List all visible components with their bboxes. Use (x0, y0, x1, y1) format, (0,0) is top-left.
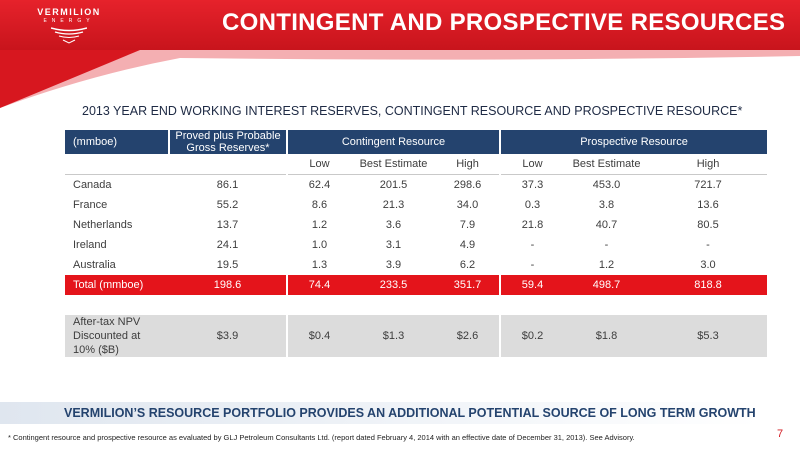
total-cell: 818.8 (649, 275, 768, 295)
table-cell: 13.6 (697, 199, 719, 211)
table-cell: 55.2 (216, 199, 239, 211)
table-cell: 3.6 (385, 219, 402, 231)
npv-cell: $5.3 (649, 315, 768, 357)
header-unit: (mmboe) (65, 130, 169, 154)
header-reserves: Proved plus Probable Gross Reserves* (168, 130, 287, 154)
table-header-row: (mmboe) Proved plus Probable Gross Reser… (65, 130, 768, 154)
table-row: Ireland 24.1 1.0 3.1 4.9 - - - (65, 235, 767, 255)
table-cell: 3.9 (385, 259, 402, 271)
total-cell: 351.7 (436, 275, 501, 295)
table-cell: 24.1 (216, 239, 239, 251)
table-cell: 3.0 (700, 259, 716, 271)
npv-label-line1: After-tax NPV (73, 316, 141, 328)
npv-row: After-tax NPV Discounted at 10% ($B) $3.… (65, 315, 768, 357)
npv-cell: $0.2 (499, 315, 565, 357)
logo-wordmark: VERMILION (37, 7, 101, 17)
logo-mark-icon (51, 27, 87, 44)
header-reserves-line2: Gross Reserves* (186, 142, 270, 154)
npv-cell: $1.8 (564, 315, 650, 357)
total-label: Total (mmboe) (65, 275, 169, 295)
table-cell: 86.1 (216, 179, 239, 191)
table-cell: 40.7 (595, 219, 618, 231)
row-label: Canada (73, 179, 112, 191)
tagline: VERMILION’S RESOURCE PORTFOLIO PROVIDES … (64, 406, 756, 420)
subheader-row: Low Best Estimate High Low Best Estimate… (65, 154, 768, 175)
table-subtitle: 2013 YEAR END WORKING INTEREST RESERVES,… (82, 104, 743, 118)
decorative-swoosh (0, 50, 800, 108)
row-spacer (65, 295, 768, 315)
npv-label-line3: 10% ($B) (73, 344, 119, 356)
title-banner: VERMILION ENERGY CONTINGENT AND PROSPECT… (0, 0, 800, 50)
subheader-cell: High (649, 154, 768, 175)
table-row: Canada 86.1 62.4 201.5 298.6 37.3 453.0 … (65, 174, 767, 195)
table-cell: 298.6 (453, 179, 482, 191)
subheader-cell: Best Estimate (564, 154, 650, 175)
table-row: Netherlands 13.7 1.2 3.6 7.9 21.8 40.7 8… (65, 215, 767, 235)
table-cell: 7.9 (459, 219, 476, 231)
total-cell: 74.4 (286, 275, 351, 295)
table-cell: 6.2 (459, 259, 476, 271)
table-cell: 34.0 (456, 199, 479, 211)
npv-cell: $1.3 (351, 315, 436, 357)
table-cell: 4.9 (459, 239, 476, 251)
row-label: Netherlands (73, 219, 133, 231)
header-prospective: Prospective Resource (499, 130, 768, 154)
table-cell: - (499, 255, 565, 275)
total-cell: 198.6 (169, 275, 287, 295)
subheader-cell: High (436, 154, 501, 175)
header-reserves-line1: Proved plus Probable (175, 130, 281, 142)
table-cell: 21.3 (382, 199, 405, 211)
table-cell: 3.1 (385, 239, 402, 251)
table-cell: 721.7 (694, 179, 722, 191)
page-number: 7 (777, 428, 784, 440)
row-label: Australia (73, 259, 116, 271)
table-cell: - (499, 235, 565, 255)
table-cell: 1.2 (598, 259, 615, 271)
total-cell: 59.4 (499, 275, 565, 295)
table-cell: 201.5 (379, 179, 408, 191)
npv-cell: $2.6 (436, 315, 501, 357)
total-cell: 498.7 (564, 275, 650, 295)
resources-table: (mmboe) Proved plus Probable Gross Reser… (65, 130, 768, 357)
row-label: France (73, 199, 108, 211)
table-cell: 0.3 (499, 195, 565, 215)
logo-subtext: ENERGY (43, 18, 95, 24)
table-cell: 80.5 (697, 219, 719, 231)
tagline-bar (0, 402, 760, 424)
subheader-cell: Best Estimate (351, 154, 436, 175)
table-cell: - (706, 239, 710, 251)
table-cell: 37.3 (499, 174, 565, 195)
row-label: Ireland (73, 239, 107, 251)
total-cell: 233.5 (351, 275, 436, 295)
npv-label-line2: Discounted at (73, 330, 141, 342)
npv-cell: $3.9 (169, 315, 287, 357)
npv-cell: $0.4 (286, 315, 351, 357)
table-cell: 8.6 (286, 195, 351, 215)
table-cell: 13.7 (216, 219, 239, 231)
table-cell: 3.8 (598, 199, 615, 211)
table-cell: 1.3 (286, 255, 351, 275)
table-cell: 19.5 (216, 259, 239, 271)
subheader-cell: Low (499, 154, 565, 175)
table-cell: - (604, 239, 609, 251)
table-cell: 21.8 (499, 215, 565, 235)
table-cell: 453.0 (592, 179, 621, 191)
company-logo: VERMILION ENERGY (14, 7, 124, 45)
table-row: France 55.2 8.6 21.3 34.0 0.3 3.8 13.6 (65, 195, 767, 215)
table-cell: 1.0 (286, 235, 351, 255)
table-cell: 62.4 (286, 174, 351, 195)
total-row: Total (mmboe) 198.6 74.4 233.5 351.7 59.… (65, 275, 768, 295)
subheader-cell: Low (286, 154, 351, 175)
table-cell: 1.2 (286, 215, 351, 235)
header-contingent: Contingent Resource (285, 130, 501, 154)
slide-title: CONTINGENT AND PROSPECTIVE RESOURCES (222, 9, 786, 36)
npv-label: After-tax NPV Discounted at 10% ($B) (65, 315, 169, 357)
table-row: Australia 19.5 1.3 3.9 6.2 - 1.2 3.0 (65, 255, 767, 275)
footnote: * Contingent resource and prospective re… (8, 433, 635, 442)
